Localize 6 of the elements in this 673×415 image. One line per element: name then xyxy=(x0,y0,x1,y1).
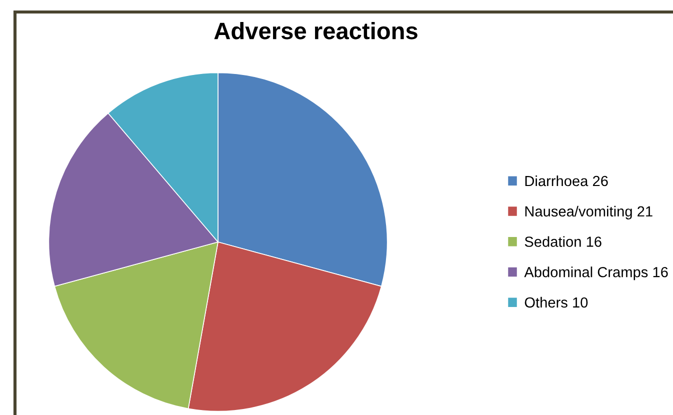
legend-label: Sedation 16 xyxy=(524,236,602,247)
legend-label: Others 10 xyxy=(524,296,588,308)
legend-label: Abdominal Cramps 16 xyxy=(524,266,668,280)
chart-title: Adverse reactions xyxy=(214,22,418,40)
legend-label: Nausea/vomiting 21 xyxy=(525,206,652,220)
legend-label: Diarrhoea 26 xyxy=(525,175,608,186)
